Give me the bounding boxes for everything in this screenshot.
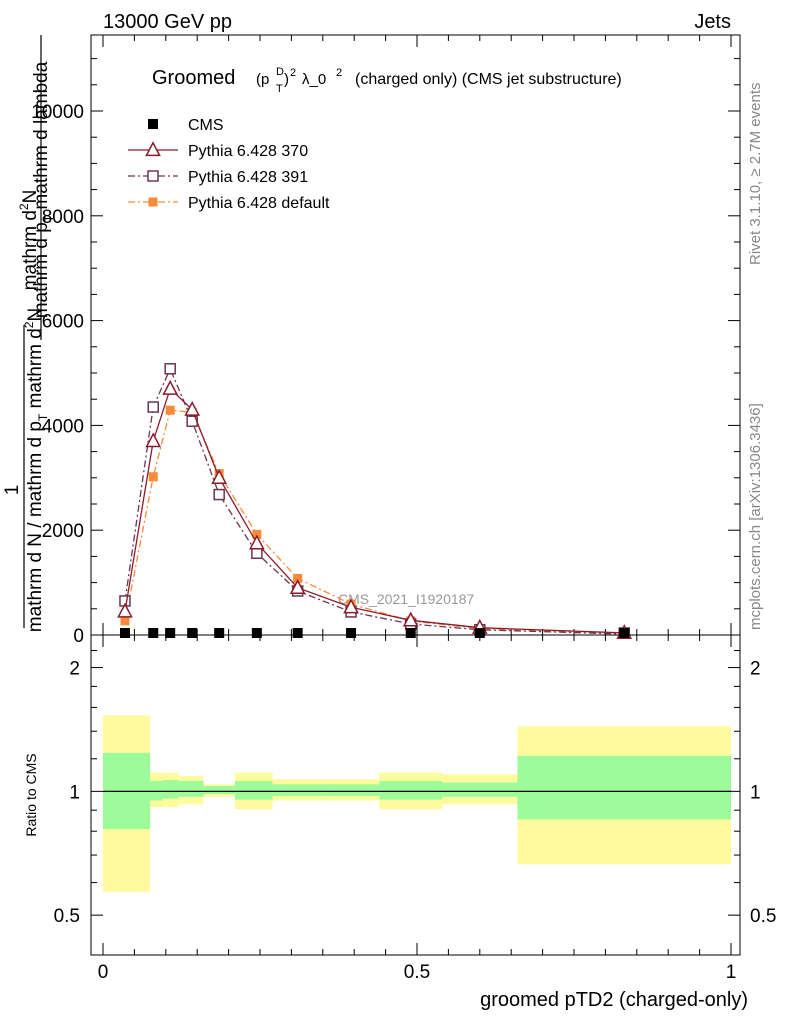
main-plot-ylabel: mathrm d2N mathrm d pT mathrm d lambda 1… xyxy=(2,35,56,632)
title-sup-2b: 2 xyxy=(336,67,342,79)
legend-label: Pythia 6.428 default xyxy=(188,195,330,212)
main-ytick-label: 4000 xyxy=(42,416,84,437)
data-point xyxy=(249,534,265,550)
legend-marker xyxy=(148,119,158,129)
data-point xyxy=(187,628,198,638)
title-lambda: λ_0 xyxy=(302,71,326,88)
ratio-ytick-label: 1 xyxy=(69,782,80,803)
legend-label: Pythia 6.428 391 xyxy=(188,169,308,186)
xtick-label: 0.5 xyxy=(404,962,430,983)
side-label-rivet: Rivet 3.1.10, ≥ 2.7M events xyxy=(747,83,764,266)
data-point xyxy=(405,628,416,638)
title-sup-d: D xyxy=(276,66,284,78)
main-ytick-label: 6000 xyxy=(42,312,84,333)
legend-label: Pythia 6.428 370 xyxy=(188,143,308,160)
data-point xyxy=(346,628,357,638)
band-bin xyxy=(442,782,518,797)
data-point xyxy=(148,472,158,482)
legend-marker xyxy=(145,141,161,157)
main-ytick-label: 2000 xyxy=(42,521,84,542)
series-layer xyxy=(117,363,633,640)
data-point xyxy=(343,598,359,614)
ratio-ytick-label-right: 2 xyxy=(750,659,761,680)
title-close: ) xyxy=(284,71,289,88)
data-point xyxy=(292,628,303,638)
legend-label: CMS xyxy=(188,117,224,134)
title-groomed: Groomed xyxy=(152,67,235,89)
ratio-ylabel: Ratio to CMS xyxy=(23,753,39,836)
band-bin xyxy=(322,784,380,796)
legend-item: Pythia 6.428 391 xyxy=(128,169,308,186)
header-left: 13000 GeV pp xyxy=(103,11,232,33)
band-bin xyxy=(517,755,731,820)
band-bin xyxy=(203,786,235,795)
xtick-label: 1 xyxy=(726,962,737,983)
data-point xyxy=(214,628,225,638)
x-axis-label: groomed pTD2 (charged-only) xyxy=(480,989,748,1011)
series-cms xyxy=(119,628,630,638)
title-sup-2: 2 xyxy=(290,67,296,79)
ratio-ytick-label: 2 xyxy=(69,659,80,680)
data-point xyxy=(402,611,419,627)
data-point xyxy=(165,628,176,638)
main-ytick-label: 10000 xyxy=(31,102,84,123)
data-point xyxy=(211,468,228,484)
main-plot-title: Groomed (p D T ) 2 λ_0 2 (charged only) … xyxy=(152,66,622,95)
ratio-ytick-label-right: 0.5 xyxy=(750,906,776,927)
data-point xyxy=(251,547,263,560)
data-point xyxy=(119,628,130,638)
header-right: Jets xyxy=(694,11,731,33)
title-sub-t: T xyxy=(276,83,283,95)
legend: CMS Pythia 6.428 370 Pythia 6.428 391 Pythi… xyxy=(128,117,330,212)
ratio-plot-tick-labels: 0.5 0.5 1 1 2 2 0 0.5 1 xyxy=(54,659,777,983)
ratio-bands xyxy=(103,715,731,892)
main-plot-ytick-labels: 0 2000 4000 6000 8000 10000 xyxy=(31,102,84,647)
ylabel-frac2-numer: 1 xyxy=(2,485,23,496)
main-ytick-label: 8000 xyxy=(42,207,84,228)
band-bin xyxy=(162,780,179,799)
band-bin xyxy=(178,780,204,797)
data-point xyxy=(147,401,159,413)
ratio-plot-ticks xyxy=(91,635,740,956)
data-point xyxy=(148,628,159,638)
data-point xyxy=(145,432,162,448)
ratio-ytick-label: 0.5 xyxy=(54,906,80,927)
data-point xyxy=(117,602,133,618)
ylabel-denom: mathrm d pT mathrm d lambda xyxy=(31,61,56,318)
legend-item: Pythia 6.428 370 xyxy=(128,141,308,160)
legend-marker xyxy=(148,197,158,207)
data-point xyxy=(251,628,262,638)
ylabel-numer: mathrm d2N xyxy=(17,190,41,291)
ratio-plot-frame xyxy=(90,634,741,956)
title-rest: (charged only) (CMS jet substructure) xyxy=(355,71,622,88)
band-bin xyxy=(234,780,273,800)
band-bin xyxy=(379,780,443,800)
data-point xyxy=(120,616,130,626)
ylabel-frac2-denom: mathrm d N / mathrm d pT mathrm d2N xyxy=(22,308,50,632)
data-point xyxy=(164,363,176,375)
legend-marker xyxy=(147,170,159,182)
analysis-watermark: CMS_2021_I1920187 xyxy=(338,591,474,607)
band-bin xyxy=(150,780,163,801)
main-ytick-label: 0 xyxy=(73,626,84,647)
data-point xyxy=(165,405,175,415)
data-point xyxy=(184,400,201,416)
main-plot-ticks xyxy=(91,35,740,636)
legend-item: CMS xyxy=(148,117,224,134)
data-point xyxy=(619,628,630,638)
ratio-ytick-label-right: 1 xyxy=(750,782,761,803)
legend-item: Pythia 6.428 default xyxy=(128,195,330,212)
xtick-label: 0 xyxy=(98,962,109,983)
title-ptd: (p xyxy=(256,71,269,88)
data-point xyxy=(162,379,179,395)
data-point xyxy=(213,488,225,501)
band-bin xyxy=(272,784,323,796)
data-point xyxy=(289,579,306,594)
side-label-mcplots: mcplots.cern.ch [arXiv:1306.3436] xyxy=(747,403,764,630)
